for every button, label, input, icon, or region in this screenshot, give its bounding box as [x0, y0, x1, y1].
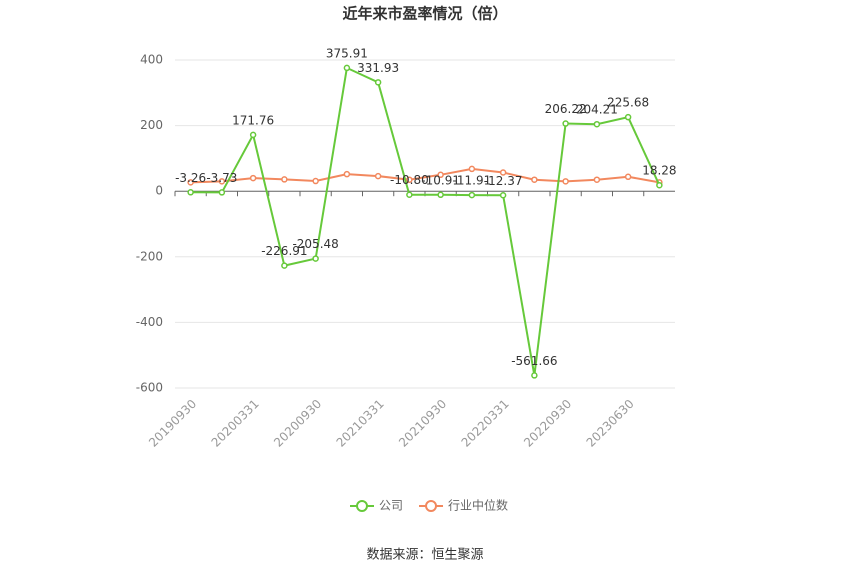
data-point — [281, 262, 288, 269]
data-point — [499, 192, 507, 199]
data-point — [531, 176, 538, 183]
data-label: 18.28 — [642, 164, 676, 178]
data-point — [593, 176, 601, 183]
y-tick-label: 200 — [140, 118, 163, 132]
y-tick-label: -200 — [136, 249, 163, 263]
source: 数据来源：恒生聚源 — [366, 548, 483, 563]
data-point — [406, 191, 413, 198]
legend-label: 公司 — [379, 499, 403, 513]
data-label: 206.22 — [545, 102, 587, 116]
data-point — [656, 181, 663, 189]
data-label: -10.91 — [421, 173, 460, 187]
data-point — [499, 169, 507, 176]
y-tick-label: -600 — [136, 381, 163, 395]
data-point — [281, 176, 288, 183]
series-line — [190, 66, 661, 376]
data-point — [468, 165, 476, 173]
x-tick-label: 20200930 — [271, 397, 324, 450]
data-point — [218, 178, 226, 185]
data-point — [249, 131, 257, 139]
data-point — [531, 372, 538, 379]
y-tick-label: 0 — [155, 184, 163, 198]
x-tick-label: 20230630 — [584, 397, 637, 450]
x-tick-label: 20220331 — [459, 397, 512, 450]
y-tick-label: 400 — [140, 53, 163, 67]
data-point — [562, 178, 569, 185]
x-tick-label: 20220930 — [521, 397, 574, 450]
y-tick-label: -400 — [136, 315, 163, 329]
data-point — [562, 120, 569, 127]
legend-marker — [425, 500, 438, 512]
data-label: 331.93 — [357, 61, 399, 75]
legend-marker — [356, 500, 368, 512]
data-point — [374, 79, 382, 86]
data-label: -561.66 — [511, 354, 557, 368]
data-label: -205.48 — [292, 237, 338, 251]
data-point — [437, 171, 444, 179]
series-line — [190, 167, 660, 184]
data-point — [218, 189, 226, 196]
legend-label: 行业中位数 — [448, 498, 508, 513]
x-tick-label: 20200331 — [209, 397, 262, 450]
data-point — [624, 113, 632, 121]
x-tick-label: 20190930 — [146, 397, 199, 450]
data-label: -3.26 — [175, 171, 206, 185]
data-label: 204.21 — [576, 103, 618, 117]
data-point — [374, 172, 382, 180]
data-point — [593, 120, 601, 128]
data-point — [624, 173, 632, 181]
data-point — [249, 174, 257, 182]
chart-title: 近年来市盈率情况（倍） — [342, 5, 507, 23]
data-point — [312, 255, 319, 262]
data-label: 225.68 — [607, 96, 649, 110]
data-point — [312, 177, 319, 185]
data-point — [187, 179, 194, 186]
data-point — [343, 170, 351, 178]
x-tick-label: 20210331 — [334, 397, 387, 450]
data-label: -12.37 — [484, 174, 523, 188]
data-label: -3.73 — [206, 171, 237, 185]
data-point — [406, 176, 413, 183]
data-label: -11.91 — [453, 174, 492, 188]
data-point — [187, 189, 194, 196]
data-point — [437, 191, 444, 199]
data-label: 375.91 — [326, 46, 368, 60]
data-label: 171.76 — [232, 113, 274, 127]
data-point — [468, 191, 476, 199]
data-point — [343, 64, 351, 72]
data-label: -10.80 — [390, 173, 429, 187]
data-label: -226.91 — [261, 244, 307, 258]
x-tick-label: 20210930 — [396, 397, 449, 450]
